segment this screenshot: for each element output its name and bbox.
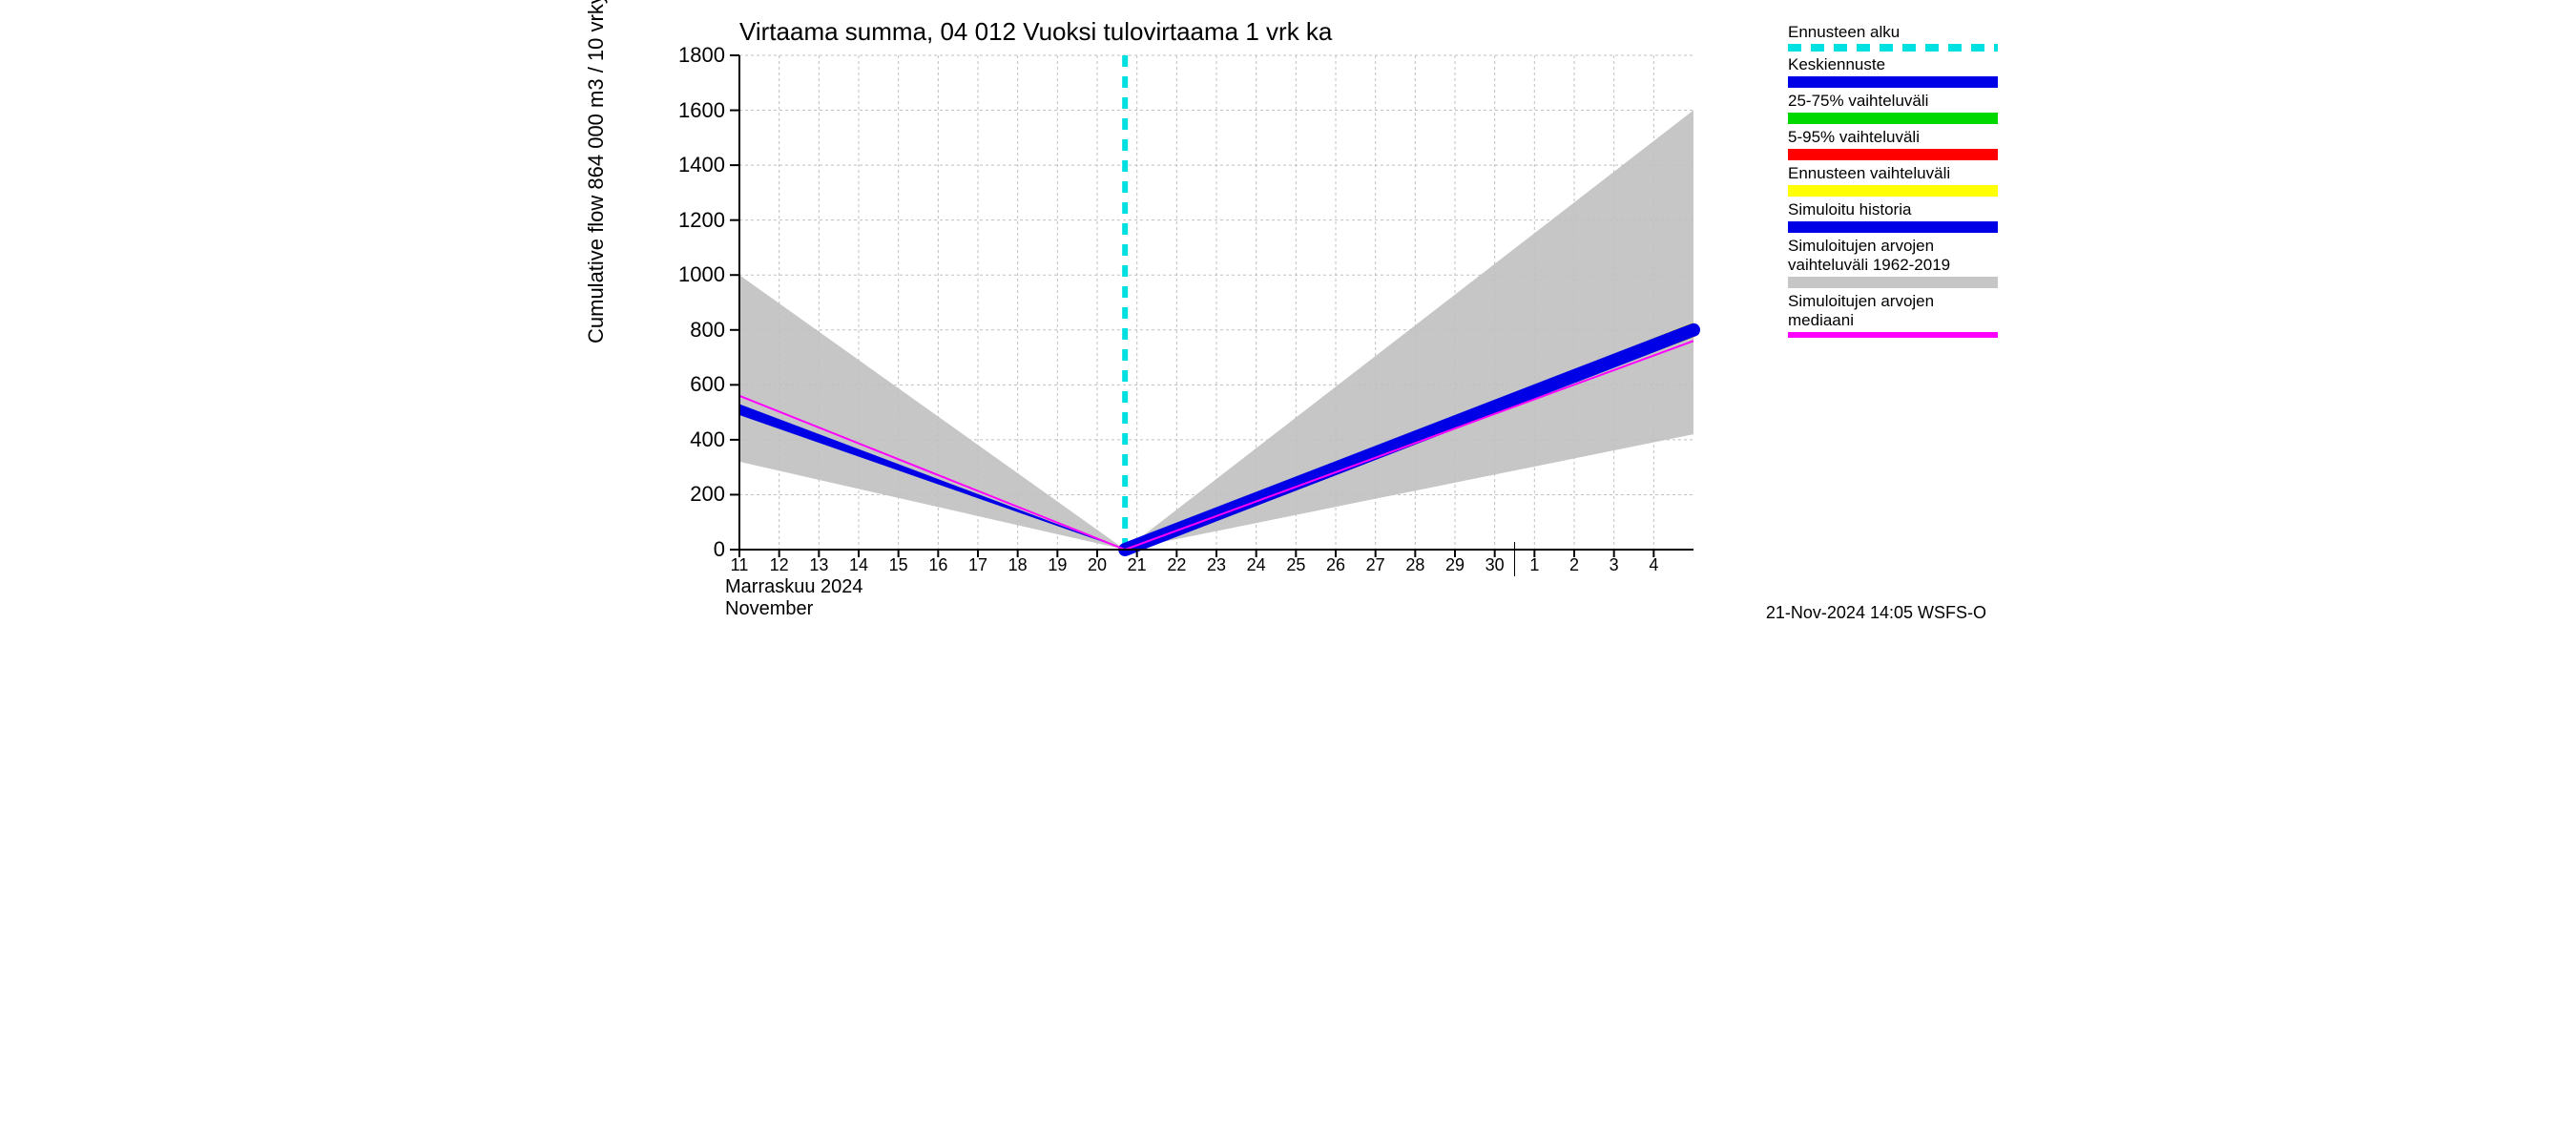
legend-label: 5-95% vaihteluväli — [1788, 128, 1998, 147]
footer-month: Marraskuu 2024 November — [725, 576, 863, 620]
legend-item: Simuloitu historia — [1788, 200, 1998, 233]
y-tick-label: 1000 — [649, 262, 725, 287]
x-tick-label: 21 — [1128, 555, 1147, 575]
y-tick-label: 800 — [649, 318, 725, 343]
x-tick-label: 23 — [1207, 555, 1226, 575]
legend-swatch — [1788, 332, 1998, 338]
legend-label: Ennusteen alku — [1788, 23, 1998, 42]
y-tick-label: 1400 — [649, 153, 725, 177]
x-tick-label: 2 — [1569, 555, 1579, 575]
legend: Ennusteen alku Keskiennuste 25-75% vaihtel… — [1788, 23, 1998, 342]
x-tick-label: 20 — [1088, 555, 1107, 575]
legend-swatch — [1788, 221, 1998, 233]
x-tick-label: 29 — [1445, 555, 1465, 575]
x-tick-label: 25 — [1286, 555, 1305, 575]
x-tick-label: 17 — [968, 555, 987, 575]
legend-item: 25-75% vaihteluväli — [1788, 92, 1998, 124]
legend-swatch — [1788, 185, 1998, 197]
y-tick-label: 1800 — [649, 43, 725, 68]
x-tick-label: 18 — [1008, 555, 1028, 575]
x-tick-label: 27 — [1366, 555, 1385, 575]
legend-label: Simuloitujen arvojen vaihteluväli 1962-2… — [1788, 237, 1998, 275]
x-tick-label: 28 — [1405, 555, 1424, 575]
y-tick-label: 600 — [649, 372, 725, 397]
legend-label: Simuloitu historia — [1788, 200, 1998, 219]
y-tick-label: 0 — [649, 537, 725, 562]
x-tick-label: 19 — [1048, 555, 1067, 575]
x-tick-label: 22 — [1167, 555, 1186, 575]
legend-swatch — [1788, 76, 1998, 88]
legend-item: 5-95% vaihteluväli — [1788, 128, 1998, 160]
x-tick-label: 12 — [770, 555, 789, 575]
x-tick-label: 26 — [1326, 555, 1345, 575]
legend-item: Ennusteen alku — [1788, 23, 1998, 52]
x-tick-label: 11 — [731, 555, 749, 575]
legend-swatch — [1788, 277, 1998, 288]
timestamp: 21-Nov-2024 14:05 WSFS-O — [1766, 603, 1986, 623]
legend-swatch — [1788, 149, 1998, 160]
footer-month-en: November — [725, 598, 863, 620]
x-tick-label: 15 — [889, 555, 908, 575]
legend-label: Simuloitujen arvojen mediaani — [1788, 292, 1998, 330]
legend-label: Keskiennuste — [1788, 55, 1998, 74]
x-tick-label: 16 — [928, 555, 947, 575]
legend-item: Ennusteen vaihteluväli — [1788, 164, 1998, 197]
y-tick-label: 1200 — [649, 208, 725, 233]
legend-swatch — [1788, 44, 1998, 52]
x-tick-label: 4 — [1649, 555, 1658, 575]
x-tick-label: 30 — [1485, 555, 1505, 575]
x-tick-label: 13 — [809, 555, 828, 575]
y-tick-label: 1600 — [649, 98, 725, 123]
legend-label: 25-75% vaihteluväli — [1788, 92, 1998, 111]
legend-item: Simuloitujen arvojen mediaani — [1788, 292, 1998, 338]
x-tick-label: 24 — [1247, 555, 1266, 575]
x-tick-label: 1 — [1529, 555, 1539, 575]
legend-item: Keskiennuste — [1788, 55, 1998, 88]
y-tick-label: 200 — [649, 482, 725, 507]
chart-container: Virtaama summa, 04 012 Vuoksi tulovirtaa… — [572, 0, 2004, 636]
x-tick-label: 14 — [849, 555, 868, 575]
legend-label: Ennusteen vaihteluväli — [1788, 164, 1998, 183]
footer-month-fi: Marraskuu 2024 — [725, 576, 863, 598]
x-tick-label: 3 — [1610, 555, 1619, 575]
legend-swatch — [1788, 113, 1998, 124]
y-tick-label: 400 — [649, 427, 725, 452]
legend-item: Simuloitujen arvojen vaihteluväli 1962-2… — [1788, 237, 1998, 288]
